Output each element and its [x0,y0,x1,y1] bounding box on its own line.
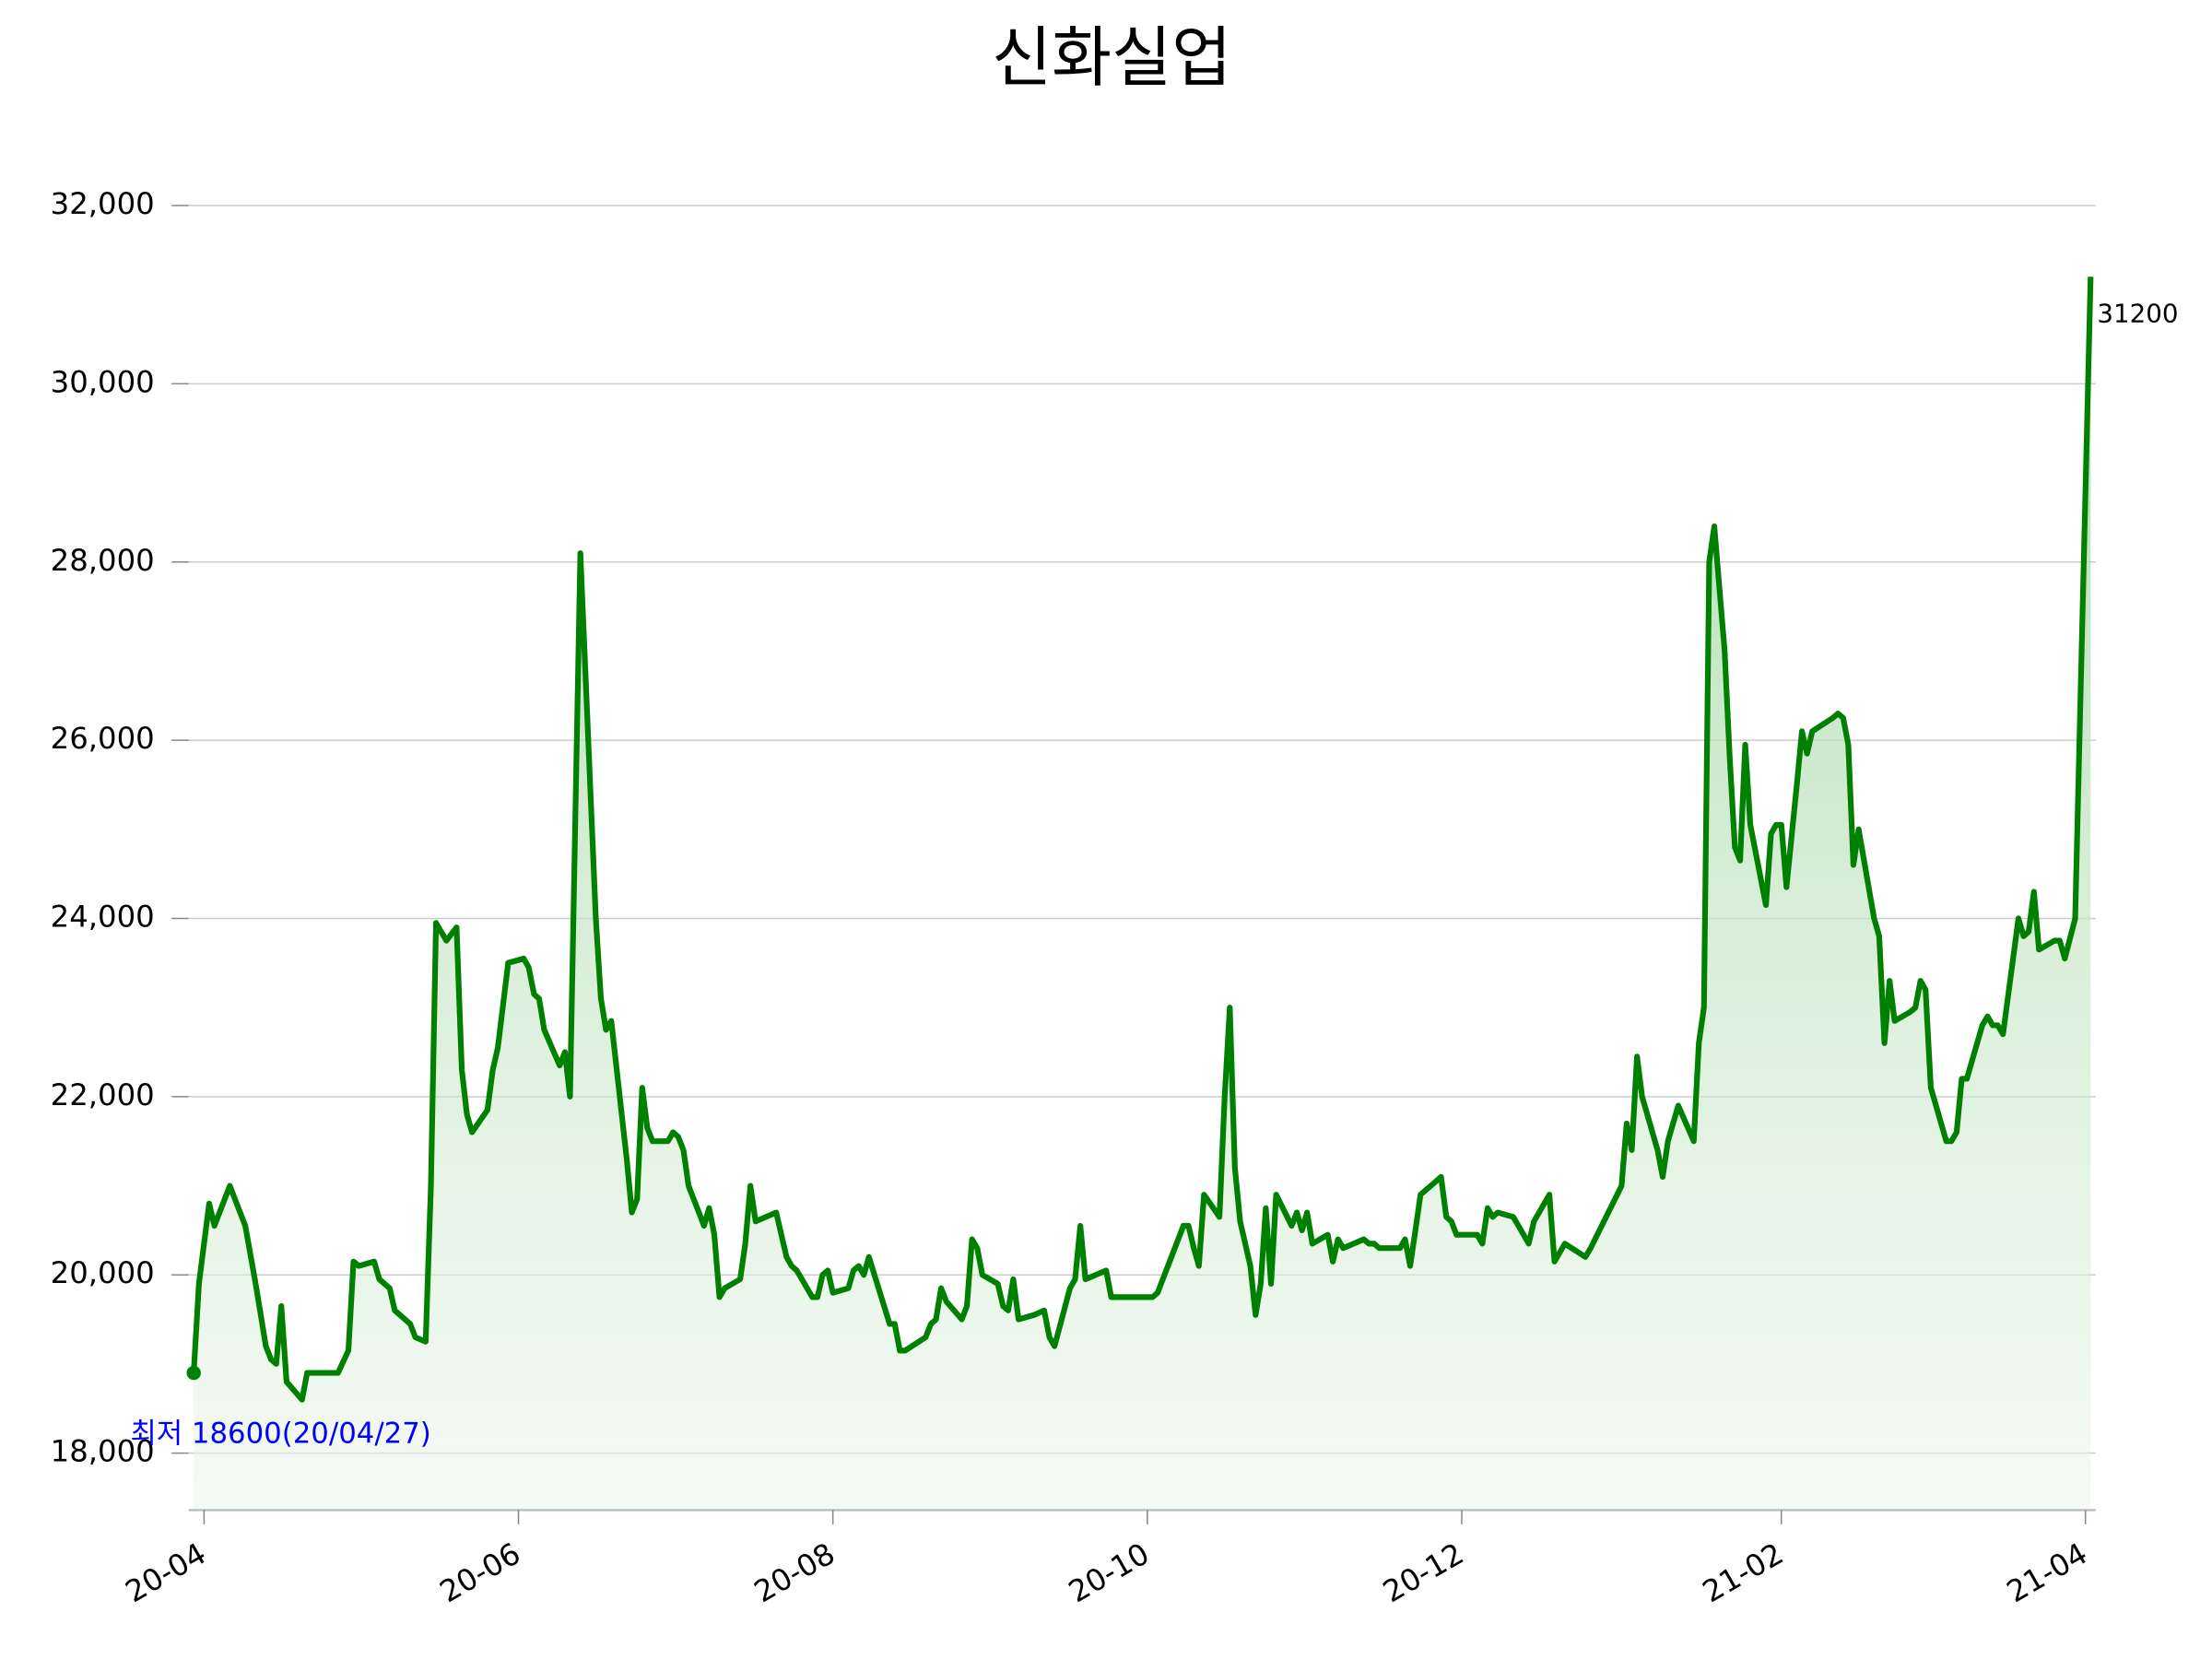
y-tick-label: 28,000 [51,543,155,578]
start-marker [186,1365,201,1381]
price-line [191,276,2094,1403]
y-tick-label: 20,000 [51,1255,155,1290]
y-tick-label: 30,000 [51,364,155,399]
y-tick-label: 24,000 [51,899,155,934]
chart-title: 신화실업 [992,19,1231,96]
x-tick-label: 20-04 [120,1535,212,1609]
area [194,276,2091,1511]
x-tick-label: 21-04 [2001,1535,2093,1609]
x-tick-label: 20-08 [748,1535,841,1609]
x-tick-label: 20-06 [434,1535,526,1609]
max-annotation: 31200 [2097,299,2178,329]
y-tick-label: 18,000 [51,1434,155,1469]
x-tick-label: 20-10 [1063,1535,1155,1609]
min-annotation: 최저 18600(20/04/27) [131,1417,431,1450]
y-tick-label: 26,000 [51,721,155,756]
x-tick-label: 20-12 [1377,1535,1469,1609]
x-tick-label: 21-02 [1697,1535,1789,1609]
y-tick-label: 32,000 [51,186,155,221]
y-tick-label: 22,000 [51,1077,155,1112]
